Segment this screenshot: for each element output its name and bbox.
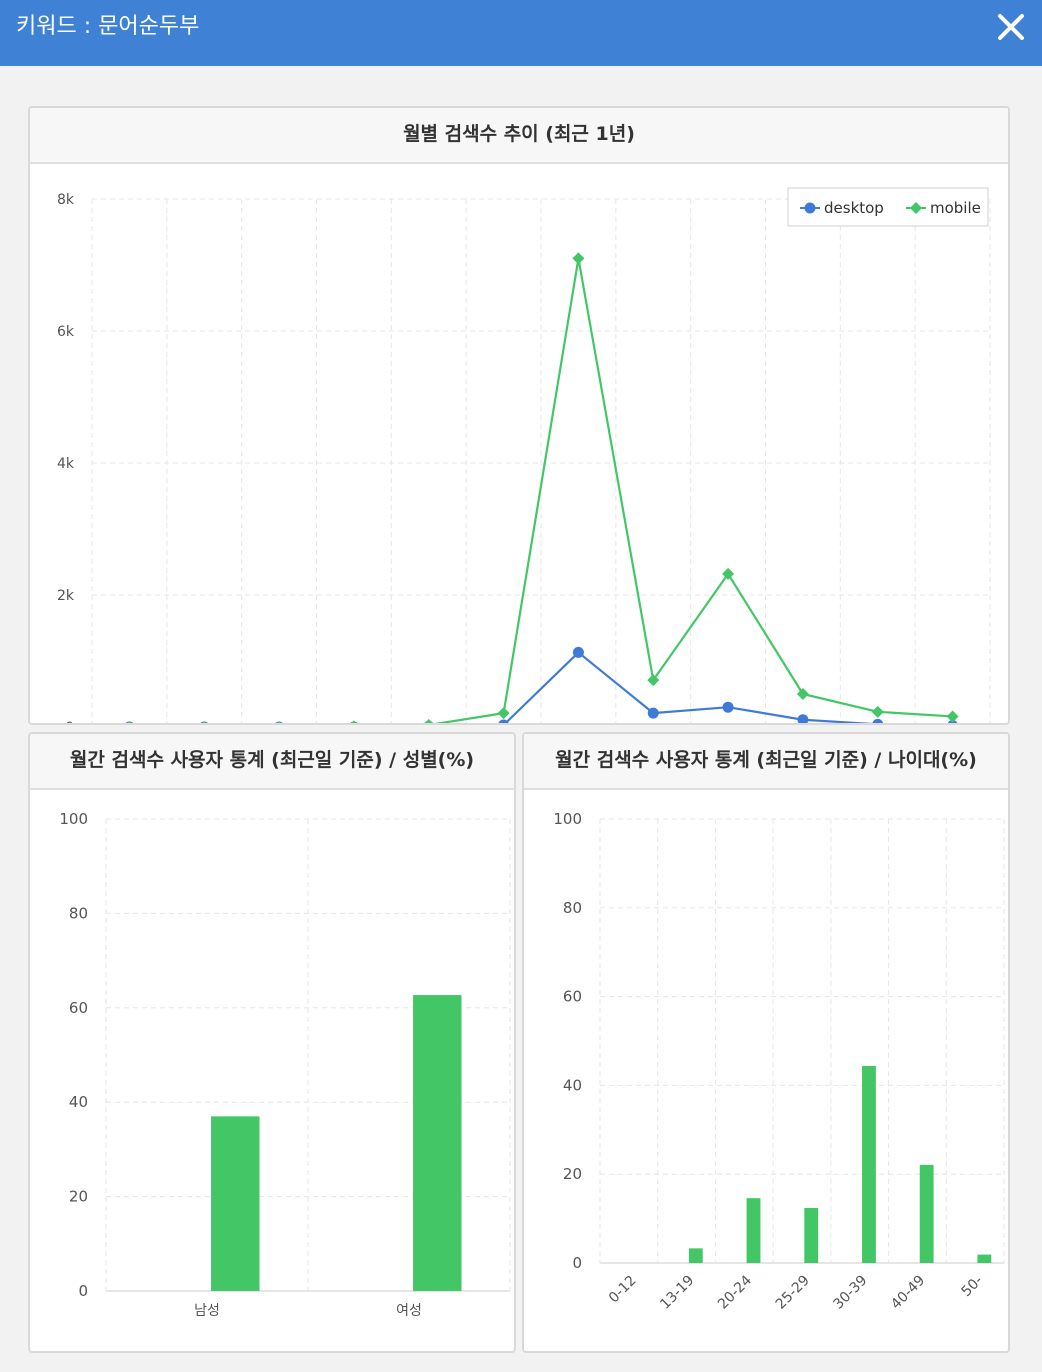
x-tick-label: 50- [958, 1273, 985, 1300]
series-line-mobile [434, 258, 953, 723]
x-tick-label: 남성 [194, 1303, 220, 1319]
bar-chart-plot: 0 20 40 60 80 100 남성 여성 [59, 810, 511, 1319]
monthly-trend-panel: 월별 검색수 추이 (최근 1년) 02k4k6k8k2019-092019-1… [28, 106, 1010, 725]
y-tick-label: 4k [57, 456, 75, 472]
y-tick-label: 100 [59, 810, 88, 828]
close-button[interactable] [994, 10, 1028, 44]
gender-stats-panel: 월간 검색수 사용자 통계 (최근일 기준) / 성별(%) 0 20 40 60 80… [28, 732, 516, 1353]
data-point-desktop [647, 707, 659, 719]
data-point-mobile [497, 707, 510, 720]
bar [413, 995, 462, 1291]
series-line-desktop [504, 650, 874, 723]
y-tick-label: 0 [78, 1282, 88, 1300]
age-bar-chart: 0 20 40 60 80 100 0-12 13-19 20-24 25-29 30-39 40-4… [553, 810, 1005, 1313]
age-stats-title: 월간 검색수 사용자 통계 (최근일 기준) / 나이대(%) [524, 734, 1008, 790]
data-point-mobile [424, 719, 433, 723]
data-point-mobile [277, 721, 282, 723]
chart-legend: desktop mobile [787, 187, 989, 227]
x-tick-label: 20-24 [715, 1272, 755, 1312]
x-tick-label: 30-39 [830, 1273, 870, 1313]
data-point-desktop [872, 718, 884, 723]
x-tick-label: 13-19 [657, 1273, 697, 1313]
data-point-mobile [127, 721, 132, 723]
monthly-line-chart: 02k4k6k8k2019-092019-102019-112019-12202… [57, 187, 991, 725]
data-point-mobile [871, 705, 884, 718]
data-point-mobile [796, 688, 809, 700]
data-point-mobile [722, 567, 735, 580]
data-point-mobile [946, 710, 959, 723]
y-tick-label: 40 [69, 1093, 88, 1111]
gender-stats-title: 월간 검색수 사용자 통계 (최근일 기준) / 성별(%) [30, 734, 514, 790]
y-tick-label: 100 [553, 810, 582, 828]
y-tick-label: 80 [563, 899, 582, 917]
y-tick-label: 20 [563, 1165, 582, 1183]
x-tick-label: 25-29 [773, 1273, 813, 1313]
y-tick-label: 0 [572, 1254, 582, 1272]
y-tick-label: 60 [563, 988, 582, 1006]
legend-marker-desktop [804, 202, 816, 214]
bar [862, 1065, 876, 1263]
bar [804, 1207, 819, 1263]
data-point-desktop [572, 646, 584, 658]
y-tick-label: 6k [57, 324, 75, 340]
y-tick-label: 0 [65, 720, 74, 725]
legend-label-desktop: desktop [824, 199, 884, 217]
bar [977, 1254, 992, 1263]
gender-bar-chart: 0 20 40 60 80 100 남성 여성 [59, 810, 511, 1319]
bar [746, 1198, 761, 1263]
y-tick-label: 40 [563, 1076, 582, 1094]
y-tick-label: 60 [69, 999, 88, 1017]
bar [919, 1164, 934, 1263]
close-icon[interactable] [994, 10, 1028, 44]
legend-marker-mobile [910, 202, 922, 214]
age-stats-panel: 월간 검색수 사용자 통계 (최근일 기준) / 나이대(%) 0 20 40 60 8… [522, 732, 1010, 1353]
data-point-mobile [572, 252, 585, 265]
keyword-title: 키워드 : 문어순두부 [16, 14, 200, 39]
bar [688, 1248, 703, 1263]
y-tick-label: 2k [57, 588, 75, 604]
data-point-mobile [647, 674, 660, 687]
legend-label-mobile: mobile [930, 199, 981, 217]
data-point-desktop [498, 719, 509, 723]
y-tick-label: 20 [69, 1188, 88, 1206]
y-tick-label: 8k [57, 192, 75, 208]
data-point-mobile [351, 720, 357, 723]
data-point-desktop [797, 714, 809, 723]
modal-header: 키워드 : 문어순두부 [0, 0, 1042, 66]
legend-box [787, 187, 989, 227]
monthly-trend-title: 월별 검색수 추이 (최근 1년) [30, 108, 1008, 164]
bar [211, 1116, 260, 1291]
bar-chart-plot: 0 20 40 60 80 100 0-12 13-19 20-24 25-29 30-39 40-4… [553, 810, 1005, 1313]
x-tick-label: 40-49 [888, 1273, 928, 1313]
data-point-mobile [202, 721, 207, 723]
x-tick-label: 여성 [396, 1303, 422, 1319]
x-tick-label: 0-12 [606, 1273, 640, 1307]
data-point-desktop [722, 701, 734, 713]
line-chart-plot: 02k4k6k8k2019-092019-102019-112019-12202… [57, 187, 991, 725]
y-tick-label: 80 [69, 904, 88, 922]
